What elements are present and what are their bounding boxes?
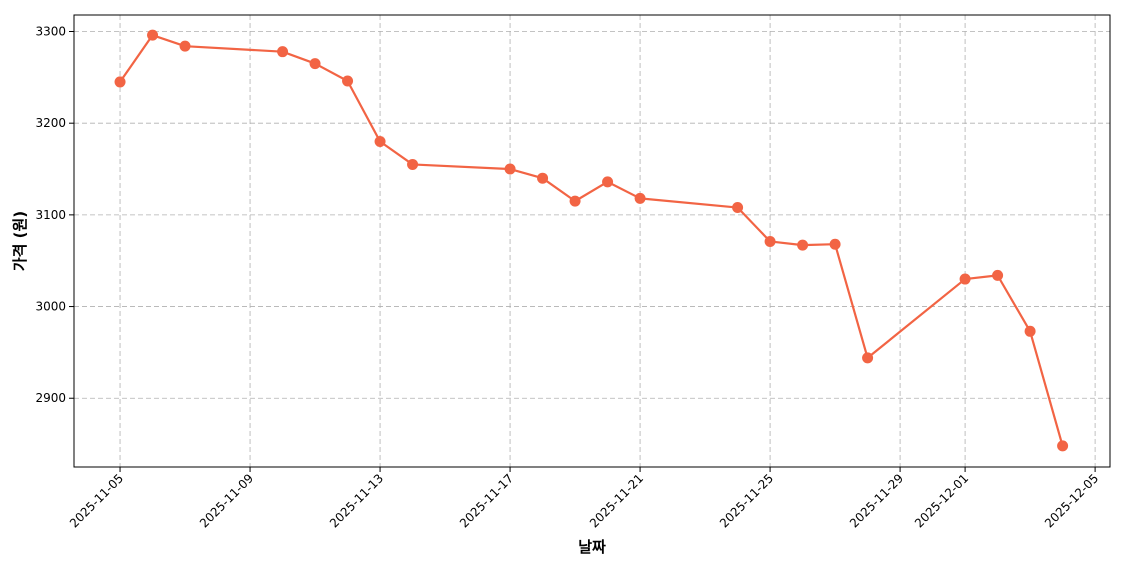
data-point — [862, 352, 874, 364]
y-tick-label: 3300 — [35, 25, 66, 39]
x-axis-title: 날짜 — [578, 538, 606, 556]
data-point — [829, 238, 841, 250]
x-tick-label: 2025-12-05 — [1042, 471, 1101, 530]
data-point — [407, 158, 419, 170]
y-tick-label: 3200 — [35, 116, 66, 130]
x-tick-label: 2025-11-29 — [847, 471, 906, 530]
data-point — [1057, 440, 1069, 452]
x-tick-label: 2025-11-05 — [67, 471, 126, 530]
data-point — [277, 46, 289, 58]
data-point — [504, 163, 516, 175]
data-point — [114, 76, 126, 88]
x-tick-label: 2025-11-25 — [717, 471, 776, 530]
y-axis-title: 가격 (원) — [11, 211, 29, 271]
plot-frame — [73, 14, 1111, 468]
data-point — [797, 239, 809, 251]
data-point — [764, 235, 776, 247]
data-point — [1024, 325, 1036, 337]
series-line — [119, 34, 1064, 447]
data-point — [992, 269, 1004, 281]
axis-ticks: 2025-11-05 2025-11-09 2025-11-13 2025-11-17… — [35, 25, 1101, 531]
data-point — [959, 273, 971, 285]
data-point — [309, 58, 321, 70]
data-point — [147, 29, 159, 41]
data-point — [569, 195, 581, 207]
series — [114, 29, 1069, 452]
y-tick-label: 3100 — [35, 208, 66, 222]
x-tick-label: 2025-11-09 — [197, 471, 256, 530]
x-tick-label: 2025-11-13 — [327, 471, 386, 530]
data-point — [732, 202, 744, 214]
grid — [74, 15, 1110, 467]
x-tick-label: 2025-11-21 — [587, 471, 646, 530]
x-tick-label: 2025-11-17 — [457, 471, 516, 530]
data-point — [179, 40, 191, 52]
x-tick-label: 2025-12-01 — [912, 471, 971, 530]
y-tick-label: 2900 — [35, 391, 66, 405]
data-point — [342, 75, 354, 87]
data-point — [374, 136, 386, 148]
y-tick-label: 3000 — [35, 300, 66, 314]
data-point — [634, 192, 646, 204]
data-point — [602, 176, 614, 188]
data-point — [537, 172, 549, 184]
